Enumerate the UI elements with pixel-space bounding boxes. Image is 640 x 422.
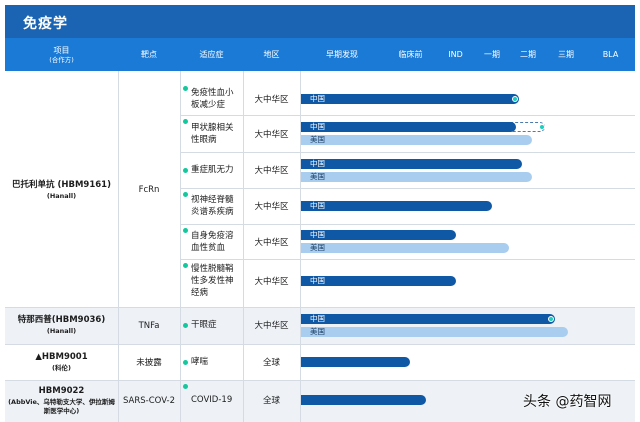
indication-name: 视神经脊髓炎谱系疾病 [191,195,234,217]
indication-cell: 视神经脊髓炎谱系疾病 [180,188,243,224]
column-divider [118,71,119,422]
indication-cell: COVID-19 [180,380,243,420]
col-target: 靶点 [141,50,157,59]
column-divider [300,71,301,422]
program-target: FcRn [138,185,160,195]
indication-cell: 甲状腺相关性眼病 [180,115,243,152]
program-target: 未披露 [136,358,162,368]
indication-region: 大中华区 [254,276,289,287]
indication-name: 哮喘 [191,357,209,367]
group-divider [5,344,635,345]
indication-region: 大中华区 [254,237,289,248]
program-partner: (AbbVie、乌特勒支大学、伊拉斯姆斯医学中心) [8,398,115,415]
indication-dot-icon [183,322,188,328]
china-progress-bar: 中国 [301,275,457,286]
indication-cell: 重症肌无力 [180,152,243,188]
indication-region: 大中华区 [254,94,289,105]
indication-dot-icon [183,263,188,268]
indication-dot-icon [183,359,188,365]
section-title-bar: 免疫学 [5,5,635,38]
column-divider [243,71,244,422]
col-project-label: 项目 [53,45,70,55]
indication-name: 自身免疫溶血性贫血 [191,230,234,253]
program-target: SARS-COV-2 [122,396,175,406]
col-project-sub: (合作方) [49,55,74,64]
china-progress-bar [301,395,427,405]
column-divider [180,71,181,422]
china-progress-bar: 中国 [301,230,457,240]
program-name: 特那西普(HBM9036) [17,315,106,325]
indication-dot-icon [183,384,188,389]
indication-name: COVID-19 [191,395,233,405]
indication-region: 全球 [262,396,280,406]
indication-name: 重症肌无力 [191,165,234,175]
indication-region: 全球 [262,358,280,368]
group-divider [5,380,635,381]
china-progress-bar: 中国 [301,313,556,324]
progress-marker-icon [548,315,555,322]
col-phase1: 一期 [484,50,500,59]
col-ind: IND [448,50,463,59]
indication-dot-icon [183,228,188,233]
group-divider [5,307,635,308]
indication-dot-icon [183,86,188,91]
col-phase3: 三期 [558,50,574,59]
row-divider [180,115,635,116]
row-divider [180,259,635,260]
col-phase2: 二期 [520,50,536,59]
program-name: HBM9022 [38,386,85,396]
col-early-discovery: 早期发现 [326,50,358,59]
us-progress-bar: 美国 [301,171,532,182]
program-partner: (Hanall) [46,191,77,200]
indication-dot-icon [183,119,188,124]
row-divider [180,224,635,225]
china-progress-bar: 中国 [301,122,516,132]
col-preclinical: 临床前 [398,50,423,59]
row-divider [180,188,635,189]
indication-name: 甲状腺相关性眼病 [191,122,234,145]
indication-cell: 免疫性血小板减少症 [180,82,243,115]
program-band [5,73,635,307]
indication-dot-icon [183,167,188,173]
col-bla: BLA [602,50,619,59]
progress-marker-icon [511,95,518,102]
watermark: 头条 @药智网 [523,394,612,410]
program-band [5,307,635,344]
program-name-cell: HBM9022 (AbbVie、乌特勒支大学、伊拉斯姆斯医学中心) [5,380,118,422]
col-indication: 适应症 [199,50,224,59]
row-divider [180,152,635,153]
program-name: 巴托利单抗 (HBM9161) [12,179,111,190]
china-progress-bar: 中国 [301,158,523,169]
program-partner: (Hanall) [46,327,77,335]
col-project: 项目 (合作方) [5,38,118,71]
program-name-cell: 巴托利单抗 (HBM9161) (Hanall) [5,73,118,307]
progress-marker-icon [539,124,546,130]
indication-region: 大中华区 [254,202,289,212]
table-header: 项目 (合作方) 靶点 适应症 地区 早期发现 临床前 IND 一期 二期 三期… [5,38,635,71]
us-progress-bar: 美国 [301,135,532,145]
indication-region: 大中华区 [254,166,289,176]
program-name-cell: 特那西普(HBM9036) (Hanall) [5,307,118,344]
indication-cell: 自身免疫溶血性贫血 [180,224,243,259]
china-progress-bar: 中国 [301,93,519,104]
indication-name: 慢性脱髓鞘性多发性神经病 [191,263,234,298]
china-progress-bar: 中国 [301,201,493,211]
page-title: 免疫学 [23,16,68,32]
china-progress-bar [301,357,410,367]
program-name: ▲HBM9001 [35,351,88,362]
indication-cell: 慢性脱髓鞘性多发性神经病 [180,259,243,302]
indication-name: 免疫性血小板减少症 [191,87,234,110]
indication-cell: 干眼症 [180,307,243,343]
program-target: TNFa [138,320,160,331]
program-partner: (科伦) [52,363,71,372]
indication-region: 大中华区 [254,129,289,140]
us-progress-bar: 美国 [301,243,509,253]
col-region: 地区 [263,50,280,59]
indication-cell: 哮喘 [180,344,243,380]
indication-region: 大中华区 [254,321,289,331]
us-progress-bar: 美国 [301,326,569,337]
indication-name: 干眼症 [191,320,217,330]
indication-dot-icon [183,192,188,197]
program-name-cell: ▲HBM9001 (科伦) [5,344,118,380]
